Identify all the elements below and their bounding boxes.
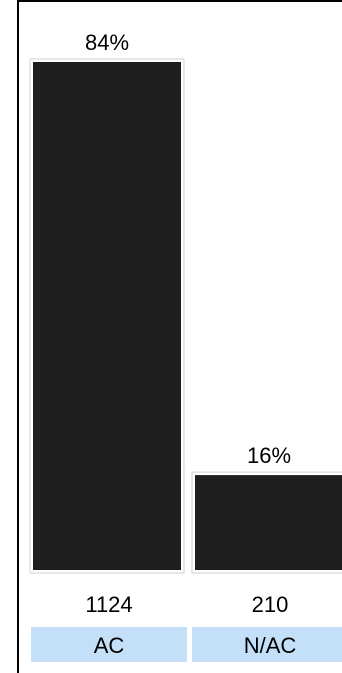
count-label-n-ac: 210	[252, 592, 289, 617]
bar-ac	[33, 62, 181, 570]
category-cell-n-ac	[190, 625, 342, 664]
category-label-n-ac: N/AC	[244, 633, 297, 658]
frame-top-border	[17, 0, 342, 2]
percent-label-n-ac: 16%	[247, 443, 291, 468]
category-cell-ac	[29, 625, 189, 664]
category-label-ac: AC	[94, 633, 125, 658]
count-label-ac: 1124	[85, 592, 132, 617]
frame-left-border	[17, 0, 19, 673]
bar-n-ac	[195, 475, 342, 570]
percent-label-ac: 84%	[85, 30, 129, 55]
